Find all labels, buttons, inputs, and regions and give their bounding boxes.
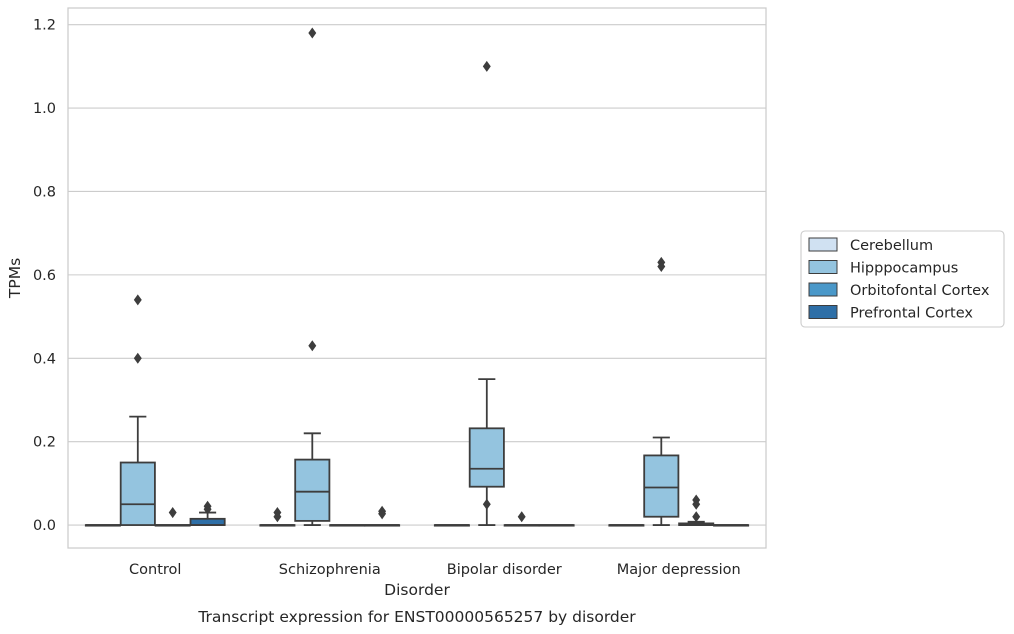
outlier-point <box>133 352 142 364</box>
outlier-point <box>133 294 142 306</box>
outlier-point <box>517 511 526 523</box>
legend-swatch <box>808 305 838 319</box>
box-body <box>468 427 505 488</box>
y-tick-label: 0.2 <box>33 435 56 451</box>
legend-label: Prefrontal Cortex <box>850 306 973 322</box>
box-cerebellum <box>608 524 645 527</box>
box-prefrontal-cortex <box>364 505 401 527</box>
box-hipppocampus <box>643 256 680 526</box>
outlier-point <box>657 261 666 273</box>
x-tick-label: Schizophrenia <box>279 562 381 578</box>
outlier-point <box>203 503 212 515</box>
x-tick-label: Bipolar disorder <box>447 562 562 578</box>
plot-area-frame <box>67 7 767 549</box>
box-body <box>643 454 680 518</box>
outlier-point <box>308 340 317 352</box>
box-prefrontal-cortex <box>538 524 575 527</box>
outlier-point <box>482 498 491 510</box>
outlier-point <box>378 508 387 520</box>
outlier-point <box>308 27 317 39</box>
box-cerebellum <box>84 524 121 527</box>
x-axis-label: Disorder <box>384 581 450 599</box>
legend-swatch <box>808 282 838 297</box>
legend-swatch <box>808 237 838 252</box>
x-axis-ticks: Control Schizophrenia Bipolar disorder Majo… <box>129 562 741 578</box>
box-orbitofontal-cortex <box>329 524 366 527</box>
box-hipppocampus <box>468 60 505 526</box>
box-body <box>119 461 156 526</box>
box-body <box>189 517 226 526</box>
boxes <box>84 27 750 527</box>
box-hipppocampus <box>294 27 331 526</box>
box-body <box>294 458 331 522</box>
legend-label: Orbitofontal Cortex <box>850 283 990 299</box>
y-axis-ticks: 0.0 0.2 0.4 0.6 0.8 1.0 1.2 <box>33 18 56 534</box>
y-tick-label: 0.6 <box>33 268 56 284</box>
x-tick-label: Major depression <box>617 562 741 578</box>
y-tick-label: 1.0 <box>33 101 56 117</box>
box-cerebellum <box>433 524 470 527</box>
outlier-point <box>692 498 701 510</box>
y-tick-label: 1.2 <box>33 18 56 34</box>
legend: Cerebellum Hipppocampus Orbitofontal Corte… <box>800 230 1005 328</box>
box-orbitofontal-cortex <box>154 507 191 527</box>
chart-caption: Transcript expression for ENST0000056525… <box>197 608 636 626</box>
box-prefrontal-cortex <box>713 524 750 527</box>
y-tick-label: 0.4 <box>33 351 56 367</box>
x-tick-label: Control <box>129 562 181 578</box>
y-axis-label: TPMs <box>6 258 24 299</box>
box-hipppocampus <box>119 294 156 526</box>
legend-frame <box>800 230 1005 328</box>
outlier-point <box>482 60 491 72</box>
box-orbitofontal-cortex <box>503 511 540 527</box>
outlier-point <box>273 511 282 523</box>
gridlines <box>68 24 766 526</box>
outlier-point <box>692 511 701 523</box>
y-tick-label: 0.0 <box>33 518 56 534</box>
y-tick-label: 0.8 <box>33 184 56 200</box>
legend-label: Hipppocampus <box>850 261 958 277</box>
box-orbitofontal-cortex <box>678 494 715 526</box>
box-prefrontal-cortex <box>189 500 226 526</box>
outlier-point <box>168 507 177 519</box>
legend-swatch <box>808 260 838 274</box>
box-cerebellum <box>259 507 296 527</box>
legend-label: Cerebellum <box>850 238 933 254</box>
